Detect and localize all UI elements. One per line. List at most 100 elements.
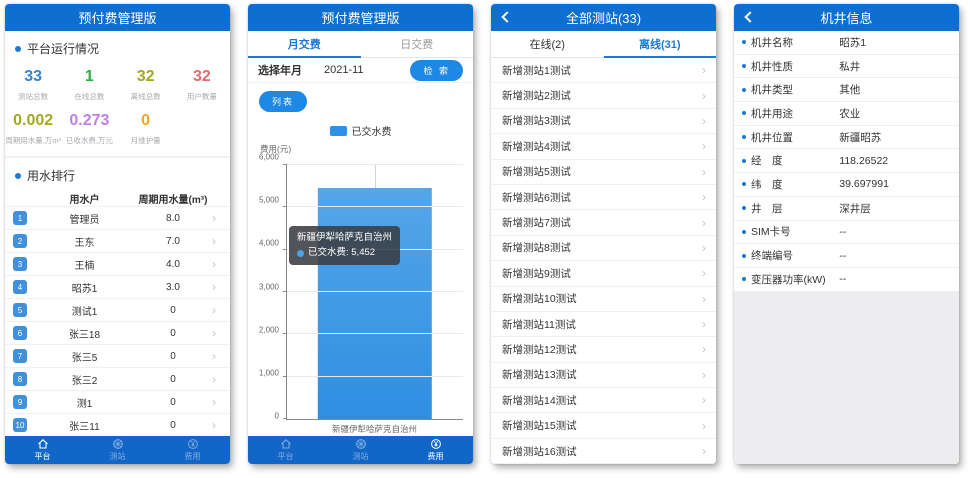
field-value: --	[839, 225, 847, 238]
list-item[interactable]: 新增测站5测试 ›	[491, 160, 716, 185]
table-row[interactable]: 8 张三2 0 ›	[5, 367, 230, 390]
table-row[interactable]: 5 测试1 0 ›	[5, 298, 230, 321]
chart-legend[interactable]: 已交水费	[248, 116, 473, 140]
tab-online[interactable]: 在线(2)	[529, 39, 565, 51]
table-row[interactable]: 2 王东 7.0 ›	[5, 229, 230, 252]
field-label: 井 层	[751, 202, 783, 215]
table-row[interactable]: 3 王楠 4.0 ›	[5, 252, 230, 275]
stat-label: 用户数量	[186, 92, 217, 101]
payment-tabs: 月交费 日交费	[248, 31, 473, 58]
table-row[interactable]: 9 测1 0 ›	[5, 390, 230, 413]
bullet-icon	[742, 64, 746, 69]
nav-item-fees[interactable]: 费用	[398, 436, 473, 464]
list-view-button[interactable]: 列表	[259, 91, 308, 112]
rank-badge: 8	[13, 372, 27, 386]
tab-daily[interactable]: 日交费	[400, 39, 434, 51]
detail-row: 机井位置 新疆昭苏	[734, 126, 959, 150]
usage-value: 0	[170, 396, 176, 408]
nav-label: 费用	[184, 452, 201, 461]
empty-area	[734, 292, 959, 464]
list-item[interactable]: 新增测站4测试 ›	[491, 134, 716, 160]
user-name: 测1	[76, 398, 93, 410]
bullet-icon	[15, 172, 21, 179]
field-label: 机井类型	[751, 84, 793, 97]
chart-plot: 新疆伊犁哈萨克自治州 已交水费: 5,452	[283, 164, 463, 420]
yen-circle-icon	[187, 439, 198, 449]
back-icon[interactable]	[744, 11, 756, 23]
x-axis-category: 新疆伊犁哈萨克自治州	[331, 424, 417, 434]
field-label: 经 度	[751, 155, 783, 168]
bullet-icon	[742, 135, 746, 140]
field-label: 机井用途	[751, 107, 793, 120]
chevron-right-icon: ›	[702, 266, 706, 281]
nav-item-platform[interactable]: 平台	[248, 436, 323, 464]
stat-value: 32	[192, 68, 211, 85]
list-item[interactable]: 新增测站15测试 ›	[491, 413, 716, 439]
list-item[interactable]: 新增测站8测试 ›	[491, 236, 716, 262]
station-name: 新增测站12测试	[502, 343, 577, 356]
legend-swatch	[329, 125, 347, 136]
field-value: 新疆昭苏	[839, 131, 882, 144]
chart-bar[interactable]	[317, 188, 433, 419]
chevron-right-icon: ›	[212, 303, 216, 317]
well-detail-list: 机井名称 昭苏1 机井性质 私井	[734, 31, 959, 292]
list-item[interactable]: 新增测站16测试 ›	[491, 439, 716, 464]
chevron-right-icon: ›	[702, 215, 706, 230]
chevron-right-icon: ›	[702, 317, 706, 332]
tab-offline[interactable]: 离线(31)	[603, 31, 717, 58]
table-row[interactable]: 7 张三5 0 ›	[5, 344, 230, 367]
station-name: 新增测站5测试	[502, 166, 571, 179]
list-item[interactable]: 新增测站3测试 ›	[491, 109, 716, 135]
nav-item-platform[interactable]: 平台	[5, 436, 80, 464]
rank-badge: 5	[13, 303, 27, 317]
usage-value: 0	[170, 419, 176, 431]
month-picker-value[interactable]: 2021-11	[324, 64, 364, 76]
detail-row: 纬 度 39.697991	[734, 173, 959, 197]
field-label: 终端编号	[751, 250, 793, 263]
stat-item: 32 用户数量	[174, 68, 230, 102]
rank-badge: 3	[13, 257, 27, 271]
list-item[interactable]: 新增测站6测试 ›	[491, 185, 716, 211]
ranking-table-header: 用水户 周期用水量(m³)	[5, 191, 230, 206]
field-value: --	[839, 249, 847, 262]
table-row[interactable]: 10 张三11 0 ›	[5, 413, 230, 436]
list-item[interactable]: 新增测站7测试 ›	[491, 210, 716, 236]
station-name: 新增测站2测试	[502, 90, 571, 103]
chevron-right-icon: ›	[702, 367, 706, 382]
search-button[interactable]: 检 索	[410, 59, 463, 81]
bullet-icon	[742, 253, 746, 258]
chevron-right-icon: ›	[212, 280, 216, 294]
list-item[interactable]: 新增测站2测试 ›	[491, 83, 716, 109]
nav-item-stations[interactable]: 测站	[323, 436, 398, 464]
list-item[interactable]: 新增测站12测试 ›	[491, 337, 716, 363]
tooltip-title: 新疆伊犁哈萨克自治州	[297, 231, 393, 243]
chevron-right-icon: ›	[702, 342, 706, 357]
section-title: 平台运行情况	[27, 42, 100, 56]
usage-value: 8.0	[166, 212, 180, 224]
column-header-usage: 周期用水量(m³)	[138, 195, 208, 206]
table-row[interactable]: 6 张三18 0 ›	[5, 321, 230, 344]
table-row[interactable]: 4 昭苏1 3.0 ›	[5, 275, 230, 298]
list-item[interactable]: 新增测站10测试 ›	[491, 287, 716, 312]
user-name: 张三2	[71, 375, 98, 387]
list-item[interactable]: 新增测站13测试 ›	[491, 363, 716, 389]
tab-monthly[interactable]: 月交费	[248, 31, 361, 58]
list-item[interactable]: 新增测站9测试 ›	[491, 261, 716, 287]
station-name: 新增测站3测试	[502, 115, 571, 128]
back-icon[interactable]	[501, 11, 513, 23]
section-title: 用水排行	[27, 169, 76, 183]
table-row[interactable]: 1 管理员 8.0 ›	[5, 206, 230, 229]
nav-item-fees[interactable]: 费用	[155, 436, 230, 464]
header-platform: 预付费管理版	[5, 4, 230, 31]
list-item[interactable]: 新增测站11测试 ›	[491, 312, 716, 338]
section-platform-status: 平台运行情况	[5, 31, 230, 64]
stat-label: 离线总数	[130, 92, 161, 101]
user-name: 王东	[74, 237, 95, 249]
list-item[interactable]: 新增测站14测试 ›	[491, 388, 716, 414]
list-item[interactable]: 新增测站1测试 ›	[491, 58, 716, 84]
nav-item-stations[interactable]: 测站	[80, 436, 155, 464]
chevron-right-icon: ›	[702, 139, 706, 154]
field-value: 其他	[839, 84, 861, 97]
stats-row-2: 0.002 周期用水量,万m³ 0.273 已收水费,万元 0 月维护量	[5, 104, 230, 152]
